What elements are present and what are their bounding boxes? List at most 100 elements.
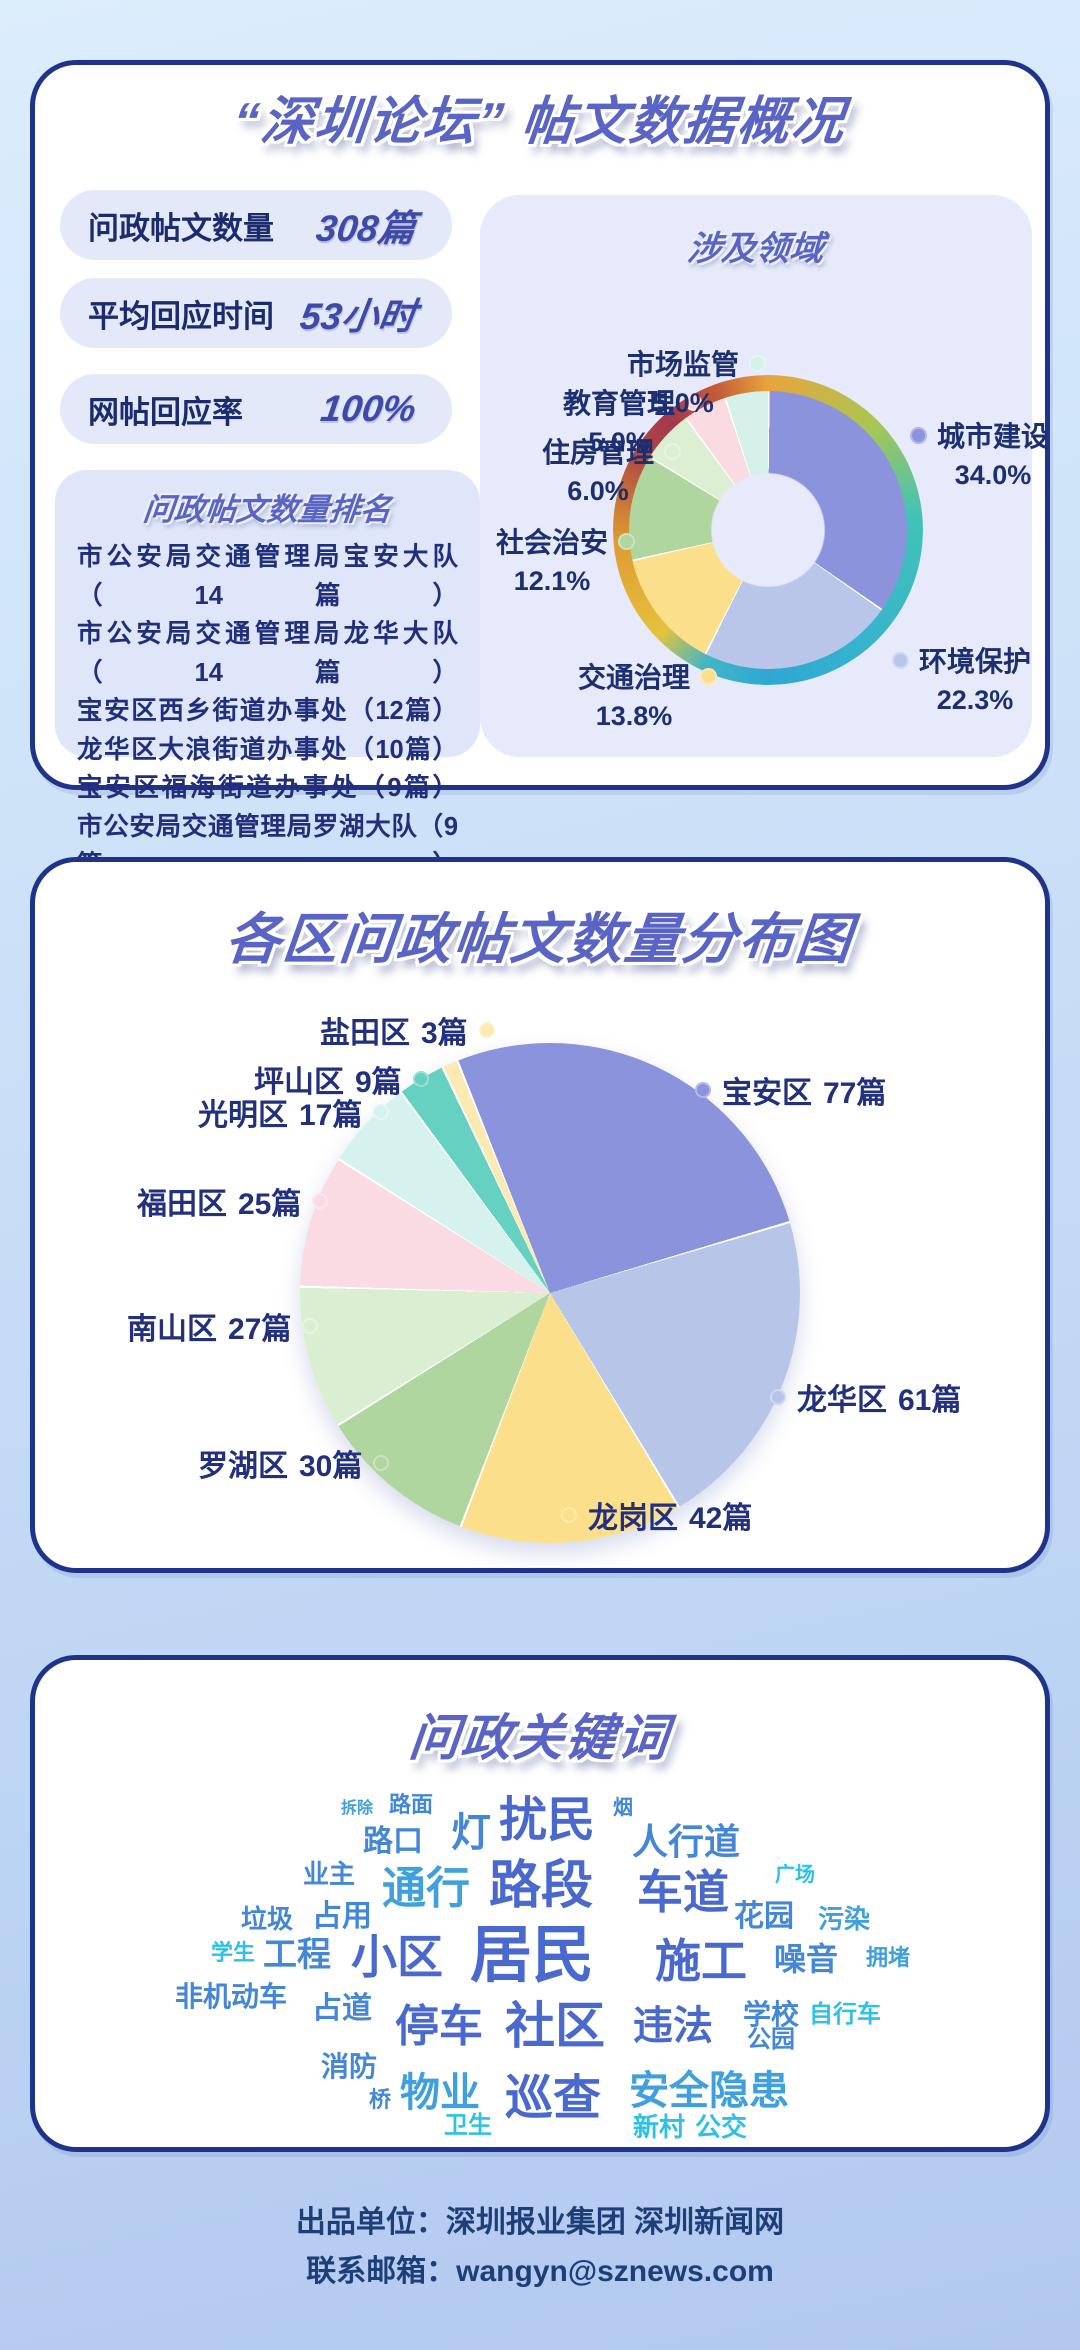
legend-dot [910, 426, 927, 444]
keyword: 污染 [818, 1904, 871, 1934]
keyword: 业主 [303, 1859, 356, 1889]
footer-producer: 出品单位：深圳报业集团 深圳新闻网 [295, 2206, 785, 2239]
legend-dot [685, 393, 703, 411]
keyword: 巡查 [505, 2072, 602, 2125]
legend-dot [770, 1389, 786, 1405]
pie-label-name: 宝安区 [722, 1077, 812, 1110]
pie-label-name: 龙岗区 [588, 1502, 678, 1535]
legend-dot [749, 354, 767, 372]
ranking-item: 宝安区西乡街道办事处（12篇） [77, 697, 458, 725]
footer-contact-email: 联系邮箱：wangyn@sznews.com [306, 2255, 774, 2288]
pie-label: 25篇 福田区 [137, 1179, 329, 1223]
legend-dot [312, 1193, 329, 1209]
pie-label: 27篇 南山区 [127, 1304, 319, 1348]
keyword: 垃圾 [241, 1904, 294, 1934]
donut-label-name: 教育管理 [563, 388, 676, 419]
keyword: 公园 [747, 2026, 795, 2053]
keyword: 卫生 [444, 2112, 492, 2139]
pie-label: 17篇 光明区 [198, 1090, 390, 1134]
stat-value: 53小时 [297, 296, 419, 337]
district-distribution-card: 各区问政帖文数量分布图 宝安区 77篇 龙华区 61篇 龙岗区 42篇 30篇 … [30, 857, 1050, 1573]
keyword: 广场 [775, 1864, 815, 1886]
pie-label-name: 光明区 [198, 1099, 288, 1132]
legend-dot [695, 1082, 711, 1098]
stat-post-count: 问政帖文数量 308篇 [60, 190, 452, 260]
pie-label: 宝安区 77篇 [695, 1068, 886, 1112]
donut-label-pct: 5.0% [652, 388, 714, 418]
ranking-list: 市公安局交通管理局宝安大队（14篇） 市公安局交通管理局龙华大队（14篇） 宝安区西… [77, 538, 458, 885]
keyword: 拥堵 [866, 1945, 911, 1970]
pie-label-value: 3篇 [421, 1017, 468, 1050]
pie-label-name: 福田区 [137, 1188, 227, 1221]
stat-label: 网帖回应率 [88, 394, 243, 430]
donut-label: 教育管理 5.0% [563, 382, 703, 458]
pie-label-name: 盐田区 [320, 1017, 410, 1050]
keyword: 烟 [613, 1797, 633, 1819]
donut-label-name: 市场监管 [627, 349, 740, 380]
pie-label-name: 坪山区 [254, 1066, 344, 1099]
legend-dot [478, 1022, 495, 1038]
donut-label: 交通治理 13.8% [578, 656, 718, 732]
keyword: 噪音 [774, 1941, 839, 1977]
donut-chart [629, 391, 907, 669]
donut-label: 住房管理 6.0% [542, 431, 682, 507]
donut-label-name: 住房管理 [542, 437, 655, 468]
keyword: 桥 [369, 2087, 392, 2112]
keyword: 占道 [312, 1992, 372, 2025]
donut-label-pct: 12.1% [513, 566, 591, 596]
pie-label: 30篇 罗湖区 [198, 1441, 390, 1485]
keyword: 消防 [321, 2051, 378, 2082]
keyword: 社区 [505, 1998, 605, 2054]
pie-label-value: 61篇 [898, 1384, 962, 1417]
donut-label-pct: 13.8% [595, 701, 673, 731]
donut-label-name: 城市建设 [937, 421, 1050, 452]
footer: 出品单位：深圳报业集团 深圳新闻网 联系邮箱：wangyn@sznews.com [0, 2198, 1080, 2296]
pie-label: 9篇 坪山区 [254, 1057, 429, 1101]
stat-label: 问政帖文数量 [88, 210, 274, 246]
legend-dot [892, 651, 909, 669]
pie-label-value: 77篇 [823, 1077, 887, 1110]
donut-label-pct: 6.0% [567, 476, 629, 506]
donut-label-pct: 5.0% [588, 427, 650, 457]
stat-response-rate: 网帖回应率 100% [60, 374, 452, 444]
wordcloud: 拆除 路面 路口灯扰民烟人行道 业主 通行 路段 车道 广场 垃圾 占用 花园 污染 学生 工程 小区 居民 施… [155, 1785, 935, 2145]
domains-title: 涉及领域 [685, 230, 826, 268]
pie-label: 龙华区 61篇 [770, 1375, 961, 1419]
donut-label: 城市建设 34.0% [910, 415, 1049, 491]
stat-avg-response-time: 平均回应时间 53小时 [60, 278, 452, 348]
legend-dot [561, 1507, 577, 1523]
pie-label-value: 30篇 [299, 1450, 363, 1483]
ranking-item: 龙华区大浪街道办事处（10篇） [77, 735, 458, 764]
pie-label: 3篇 盐田区 [320, 1008, 495, 1052]
keyword: 施工 [655, 1935, 747, 1987]
donut-label-name: 环境保护 [919, 646, 1032, 677]
legend-dot [302, 1318, 319, 1334]
stat-label: 平均回应时间 [88, 298, 274, 334]
keyword: 小区 [351, 1931, 443, 1983]
keyword: 非机动车 [175, 1981, 288, 2012]
keyword: 扰民 [499, 1794, 596, 1847]
keyword: 路段 [489, 1857, 594, 1915]
page-title: “深圳论坛” 帖文数据概况 [230, 93, 849, 151]
keywords-title: 问政关键词 [406, 1710, 673, 1766]
keyword: 学校 [743, 1999, 800, 2030]
keyword: 公交 [695, 2112, 748, 2142]
donut-label: 社会治安 12.1% [496, 521, 636, 597]
donut-label-pct: 22.3% [936, 685, 1014, 715]
district-chart-title: 各区问政帖文数量分布图 [222, 908, 857, 970]
keyword: 违法 [633, 2004, 713, 2048]
donut-label-name: 交通治理 [578, 662, 691, 693]
donut-label-name: 社会治安 [496, 527, 609, 558]
ranking-panel: 问政帖文数量排名 市公安局交通管理局宝安大队（14篇） 市公安局交通管理局龙华大队… [55, 470, 480, 879]
pie-label-name: 南山区 [127, 1313, 217, 1346]
keyword: 灯 [451, 1811, 491, 1855]
keyword: 车道 [637, 1866, 729, 1918]
keyword: 安全隐患 [629, 2069, 789, 2113]
legend-dot [664, 442, 682, 460]
pie-label-name: 龙华区 [797, 1384, 887, 1417]
keyword: 人行道 [632, 1821, 741, 1862]
pie-label-value: 27篇 [228, 1313, 292, 1346]
ranking-title: 问政帖文数量排名 [141, 492, 394, 527]
keyword: 花园 [734, 1900, 794, 1933]
